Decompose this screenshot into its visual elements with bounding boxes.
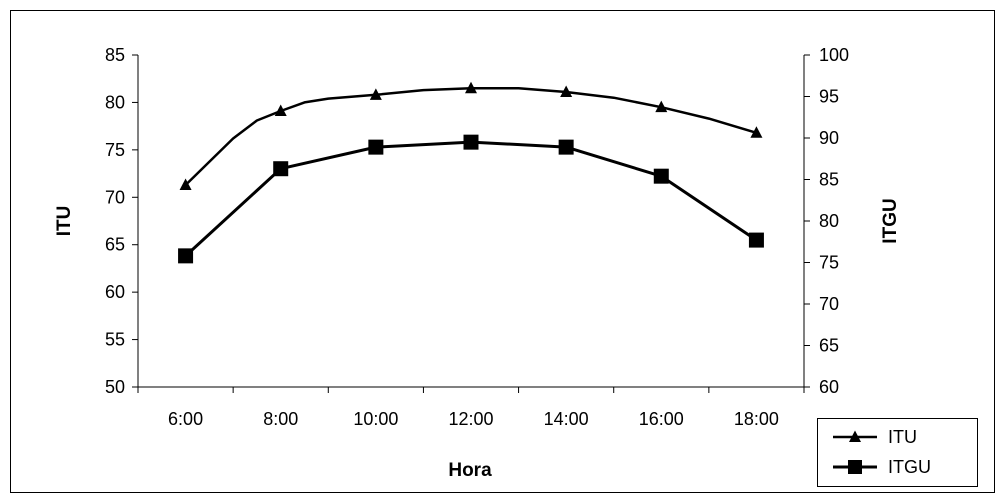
y-left-tick-label-1: 55: [105, 330, 125, 350]
x-tick-label-6: 18:00: [734, 409, 779, 429]
x-tick-label-4: 14:00: [544, 409, 589, 429]
legend-marker-itu: [849, 430, 861, 442]
legend-box: [817, 418, 978, 487]
series-layer: [178, 81, 764, 264]
y-left-tick-label-6: 80: [105, 92, 125, 112]
y-right-tick-label-5: 85: [819, 170, 839, 190]
y-right-ticks: 60 65 70 75 80 85 90 95 100: [804, 45, 849, 397]
chart-frame: [10, 10, 995, 493]
point-itgu-1: [273, 161, 289, 177]
x-ticks: 6:00 8:00 10:00 12:00 14:00 16:00 18:00: [137, 387, 805, 429]
legend-item-itu: ITU: [833, 427, 917, 447]
y-right-tick-label-6: 90: [819, 128, 839, 148]
point-itgu-6: [748, 232, 764, 248]
y-left-tick-label-2: 60: [105, 282, 125, 302]
legend: ITU ITGU: [817, 418, 978, 487]
legend-label-itu: ITU: [888, 427, 917, 447]
y-right-tick-label-0: 60: [819, 377, 839, 397]
y-right-axis-title: ITGU: [880, 198, 901, 243]
point-itgu-4: [558, 139, 574, 155]
y-left-tick-label-7: 85: [105, 45, 125, 65]
x-tick-label-0: 6:00: [168, 409, 203, 429]
y-left-tick-label-0: 50: [105, 377, 125, 397]
x-axis-title: Hora: [448, 460, 492, 481]
legend-item-itgu: ITGU: [833, 457, 931, 477]
y-right-tick-label-2: 70: [819, 294, 839, 314]
point-itu-2: [369, 88, 382, 100]
x-tick-label-5: 16:00: [639, 409, 684, 429]
y-left-tick-label-5: 75: [105, 140, 125, 160]
point-itgu-2: [368, 139, 384, 155]
y-right-tick-label-7: 95: [819, 87, 839, 107]
y-left-ticks: 50 55 60 65 70 75 80 85: [105, 45, 138, 397]
y-left-axis-title: ITU: [54, 206, 75, 237]
point-itu-0: [179, 178, 192, 190]
point-itgu-5: [653, 168, 669, 184]
point-itgu-0: [178, 248, 194, 264]
point-itu-5: [655, 100, 668, 113]
y-right-tick-label-1: 65: [819, 336, 839, 356]
series-line-itu: [184, 86, 757, 186]
legend-label-itgu: ITGU: [888, 457, 931, 477]
x-tick-label-3: 12:00: [448, 409, 493, 429]
y-left-tick-label-3: 65: [105, 235, 125, 255]
y-right-tick-label-4: 80: [819, 211, 839, 231]
y-right-tick-label-3: 75: [819, 253, 839, 273]
x-tick-label-2: 10:00: [353, 409, 398, 429]
point-itgu-3: [463, 134, 479, 150]
y-left-tick-label-4: 70: [105, 187, 125, 207]
legend-marker-itgu: [848, 460, 862, 474]
y-right-tick-label-8: 100: [819, 45, 849, 65]
point-itu-1: [274, 104, 287, 116]
x-tick-label-1: 8:00: [263, 409, 298, 429]
point-itu-3: [465, 81, 477, 94]
point-itu-6: [750, 126, 763, 138]
point-itu-4: [560, 85, 573, 97]
